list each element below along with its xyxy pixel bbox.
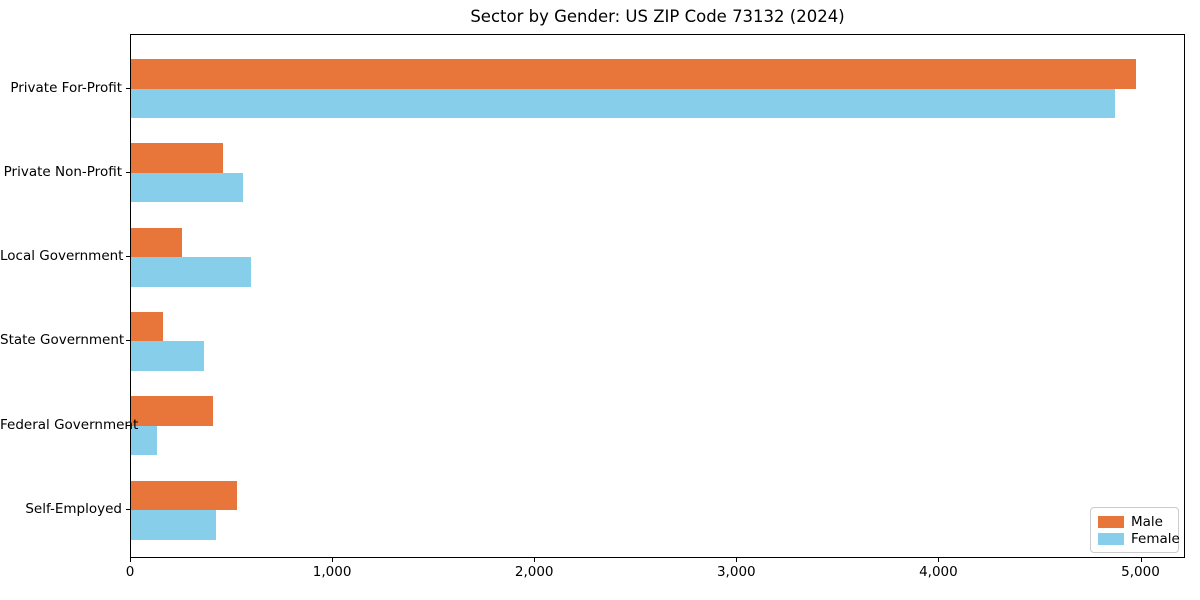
bar-female-1 (131, 172, 244, 203)
bar-male-5 (131, 480, 238, 510)
chart-title: Sector by Gender: US ZIP Code 73132 (202… (470, 7, 845, 26)
y-tick-mark (126, 171, 130, 173)
legend-swatch-icon (1098, 515, 1124, 528)
bar-male-0 (131, 59, 1136, 89)
bar-male-3 (131, 311, 164, 342)
bar-male-1 (131, 143, 223, 173)
bar-female-5 (131, 510, 216, 540)
legend-entry-male: Male (1098, 515, 1171, 529)
y-axis-label: Private For-Profit (10, 79, 122, 96)
y-tick-mark (126, 424, 130, 426)
y-tick-mark (126, 256, 130, 258)
bar-female-2 (131, 257, 252, 287)
legend-entry-female: Female (1098, 532, 1180, 546)
x-tick-mark (130, 558, 131, 562)
bar-female-3 (131, 341, 204, 371)
plot-area (130, 34, 1185, 558)
y-axis-label: Private Non-Profit (3, 163, 122, 180)
x-tick-label: 4,000 (919, 564, 958, 580)
x-tick-label: 3,000 (716, 564, 756, 580)
legend-swatch-icon (1098, 532, 1124, 545)
x-tick-mark (332, 558, 334, 562)
x-tick-label: 0 (125, 564, 135, 580)
bar-female-0 (131, 88, 1116, 118)
y-axis-label: Self-Employed (25, 501, 122, 517)
y-axis-label: State Government (0, 332, 125, 349)
bar-male-4 (131, 396, 213, 426)
x-tick-label: 1,000 (312, 564, 352, 580)
x-tick-mark (534, 558, 536, 562)
x-tick-mark (938, 558, 940, 562)
y-tick-mark (126, 340, 130, 342)
x-tick-label: 5,000 (1121, 564, 1160, 580)
x-tick-label: 2,000 (514, 564, 554, 580)
y-axis-label: Local Government (0, 248, 124, 265)
y-tick-mark (126, 87, 130, 89)
y-axis-label: Federal Government (0, 416, 139, 433)
legend-label: Male (1131, 513, 1163, 530)
legend-label: Female (1131, 530, 1180, 547)
bar-male-2 (131, 227, 182, 258)
x-tick-mark (1140, 558, 1142, 562)
bar-female-4 (131, 425, 158, 456)
y-tick-mark (126, 509, 130, 510)
legend: Male Female (1090, 507, 1180, 553)
x-tick-mark (736, 558, 738, 562)
